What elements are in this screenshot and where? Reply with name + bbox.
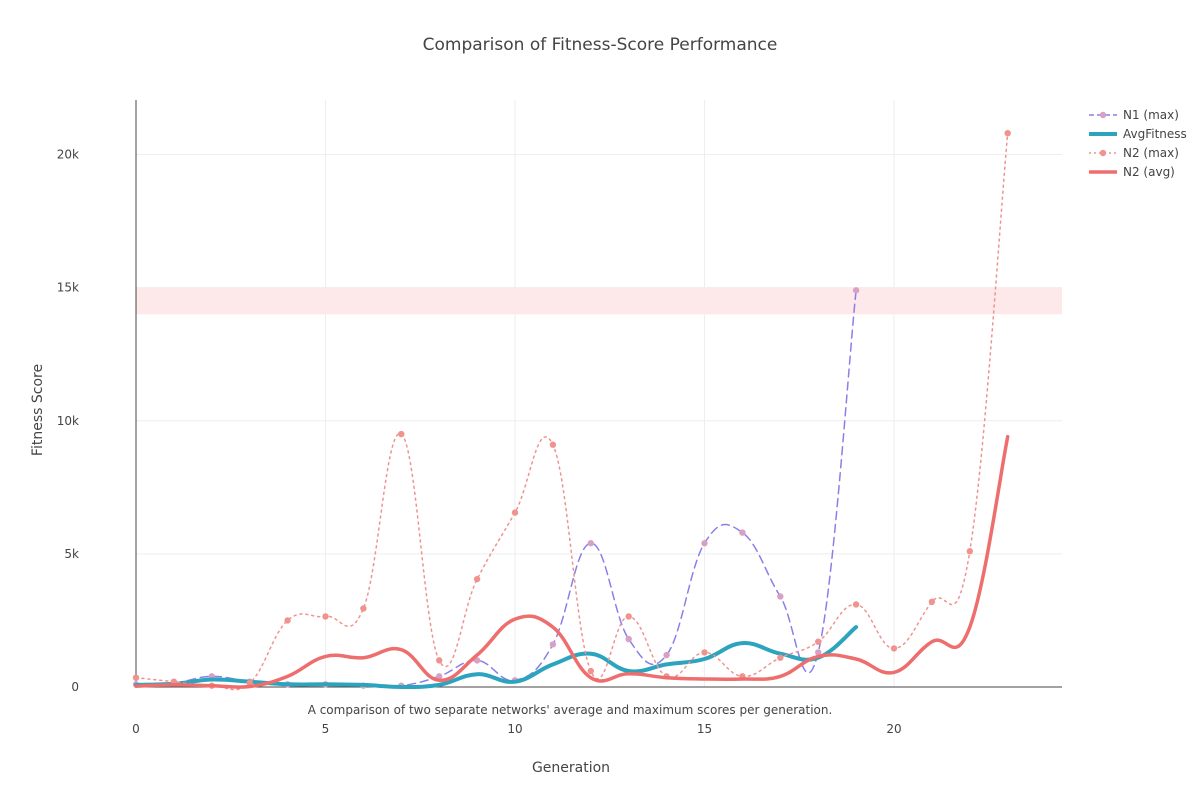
data-point-n2-max[interactable] bbox=[625, 613, 632, 620]
data-point-n2-max[interactable] bbox=[852, 601, 860, 608]
data-point-n2-max[interactable] bbox=[132, 674, 140, 681]
data-point-n1-max[interactable] bbox=[587, 540, 594, 547]
data-point-n2-max[interactable] bbox=[322, 613, 329, 620]
legend[interactable]: N1 (max) AvgFitness N2 (max) N2 (avg) bbox=[1089, 108, 1187, 179]
y-tick-label: 0 bbox=[71, 680, 79, 694]
data-point-n1-max[interactable] bbox=[777, 593, 784, 600]
legend-item-avgfitness[interactable]: AvgFitness bbox=[1089, 127, 1187, 141]
data-point-n2-max[interactable] bbox=[398, 430, 405, 438]
legend-item-n2-max[interactable]: N2 (max) bbox=[1089, 146, 1179, 160]
gridlines bbox=[135, 100, 1062, 688]
data-point-n1-max[interactable] bbox=[739, 529, 746, 536]
y-tick-label: 20k bbox=[57, 148, 79, 162]
series-n2-max bbox=[132, 130, 1011, 691]
legend-label: N1 (max) bbox=[1123, 108, 1179, 122]
data-point-n2-max[interactable] bbox=[360, 605, 367, 612]
x-axis-title: Generation bbox=[532, 760, 610, 776]
series-line-n2-avg bbox=[134, 434, 1010, 689]
chart-annotation: A comparison of two separate networks' a… bbox=[308, 703, 833, 717]
data-point-n2-max[interactable] bbox=[284, 617, 291, 624]
x-tick-label: 20 bbox=[886, 722, 901, 736]
data-point-n2-max[interactable] bbox=[777, 654, 784, 661]
data-point-n2-max[interactable] bbox=[549, 441, 557, 448]
series-avgfitness bbox=[134, 625, 859, 690]
legend-marker bbox=[1099, 149, 1107, 157]
series-line-n1-max bbox=[135, 289, 857, 688]
series-line-avgfitness bbox=[134, 625, 859, 690]
data-point-n1-max[interactable] bbox=[436, 673, 443, 680]
x-tick-label: 15 bbox=[697, 722, 712, 736]
data-point-n2-max[interactable] bbox=[928, 598, 936, 605]
series-n1-max bbox=[132, 287, 860, 689]
x-tick-label: 10 bbox=[507, 722, 522, 736]
legend-label: AvgFitness bbox=[1123, 127, 1187, 141]
data-point-n2-max[interactable] bbox=[815, 638, 822, 645]
data-point-n2-max[interactable] bbox=[587, 667, 594, 675]
legend-marker bbox=[1099, 111, 1107, 119]
series-n2-avg bbox=[134, 434, 1010, 689]
shaded-band-layer bbox=[136, 287, 1062, 315]
y-tick-label: 10k bbox=[57, 414, 79, 428]
chart-title: Comparison of Fitness-Score Performance bbox=[423, 35, 778, 55]
legend-label: N2 (max) bbox=[1123, 146, 1179, 160]
y-tick-label: 15k bbox=[57, 281, 79, 295]
data-point-n2-max[interactable] bbox=[1004, 130, 1011, 137]
x-tick-label: 0 bbox=[132, 722, 140, 736]
data-point-n2-max[interactable] bbox=[966, 548, 973, 555]
x-tick-label: 5 bbox=[322, 722, 330, 736]
data-point-n1-max[interactable] bbox=[625, 635, 632, 643]
y-tick-label: 5k bbox=[64, 547, 79, 561]
data-point-n2-max[interactable] bbox=[436, 657, 443, 664]
data-point-n2-max[interactable] bbox=[890, 645, 898, 652]
data-point-n1-max[interactable] bbox=[549, 641, 557, 648]
shaded-band bbox=[136, 287, 1062, 315]
data-point-n2-max[interactable] bbox=[701, 649, 708, 656]
data-point-n1-max[interactable] bbox=[701, 540, 708, 547]
legend-label: N2 (avg) bbox=[1123, 165, 1175, 179]
legend-item-n2-avg[interactable]: N2 (avg) bbox=[1089, 165, 1175, 179]
axes bbox=[135, 100, 1062, 688]
y-axis-title: Fitness Score bbox=[30, 364, 46, 456]
series-layer bbox=[132, 130, 1011, 691]
data-point-n2-max[interactable] bbox=[473, 575, 481, 583]
data-point-n1-max[interactable] bbox=[473, 657, 481, 664]
legend-item-n1-max[interactable]: N1 (max) bbox=[1089, 108, 1179, 122]
series-line-n2-max bbox=[135, 132, 1009, 691]
data-point-n1-max[interactable] bbox=[815, 649, 822, 656]
data-point-n2-max[interactable] bbox=[511, 509, 519, 516]
data-point-n1-max[interactable] bbox=[852, 287, 860, 294]
data-point-n1-max[interactable] bbox=[663, 651, 670, 659]
tick-labels: 0 5 10 15 20 0 5k 10k 15k 20k bbox=[57, 148, 902, 737]
